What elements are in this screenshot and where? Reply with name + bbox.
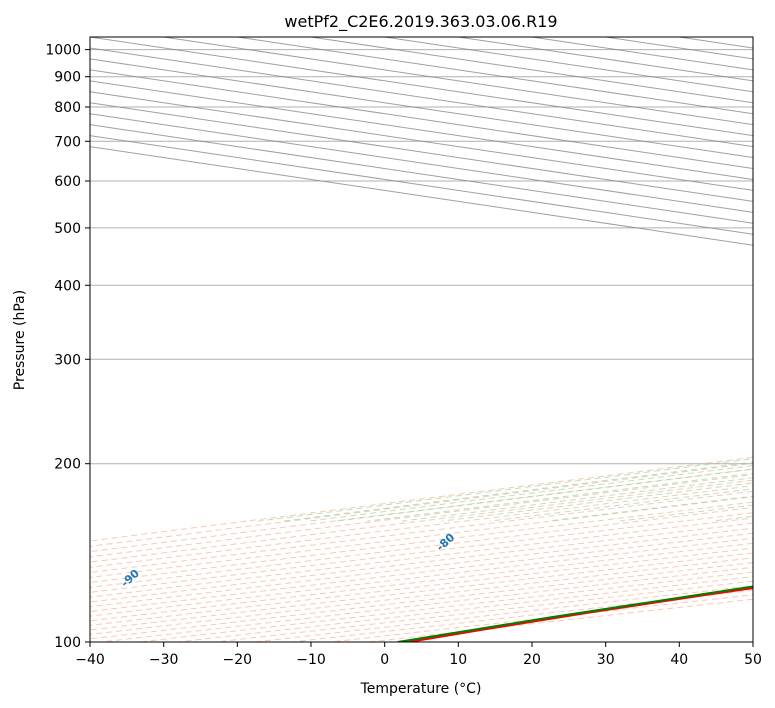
plot-frame <box>89 36 754 643</box>
isotherm-gridline <box>90 135 753 235</box>
x-tick-label: −40 <box>75 652 105 668</box>
isotherm-label: -70 <box>749 495 773 518</box>
x-tick-label: 0 <box>380 652 389 668</box>
background-lines <box>90 37 753 642</box>
axes: −40 −30 −20 −10 0 10 20 30 40 50 100 200 300 400 500 60… <box>45 43 762 668</box>
y-tick-label: 200 <box>54 457 81 473</box>
isotherm-gridline <box>90 102 753 202</box>
isotherm-gridline <box>90 47 753 148</box>
x-tick-label: 30 <box>597 652 615 668</box>
y-tick-label: 1000 <box>45 43 81 59</box>
y-axis-label: Pressure (hPa) <box>12 290 28 390</box>
y-tick-label: 400 <box>54 278 81 294</box>
x-tick-label: 20 <box>523 652 541 668</box>
x-tick-label: 40 <box>670 652 688 668</box>
y-tick-label: 300 <box>54 352 81 368</box>
y-tick-label: 100 <box>54 635 81 651</box>
x-tick-label: −20 <box>223 652 253 668</box>
isotherm-gridline <box>90 80 753 180</box>
x-tick-label: 50 <box>744 652 762 668</box>
y-tick-label: 800 <box>54 100 81 116</box>
isotherm-gridline <box>90 91 753 191</box>
y-tick-label: 600 <box>54 174 81 190</box>
x-tick-label: −10 <box>296 652 326 668</box>
x-tick-label: −30 <box>149 652 179 668</box>
y-tick-label: 500 <box>54 221 81 237</box>
isotherm-gridline <box>90 124 753 224</box>
y-tick-label: 700 <box>54 134 81 150</box>
chart-title: wetPf2_C2E6.2019.363.03.06.R19 <box>284 12 557 32</box>
y-tick-label: 900 <box>54 70 81 86</box>
x-axis-label: Temperature (°C) <box>360 681 482 697</box>
isotherm-gridline <box>90 69 753 170</box>
x-tick-label: 10 <box>449 652 467 668</box>
isotherm-gridline <box>90 113 753 213</box>
isotherm-gridline <box>90 58 753 159</box>
